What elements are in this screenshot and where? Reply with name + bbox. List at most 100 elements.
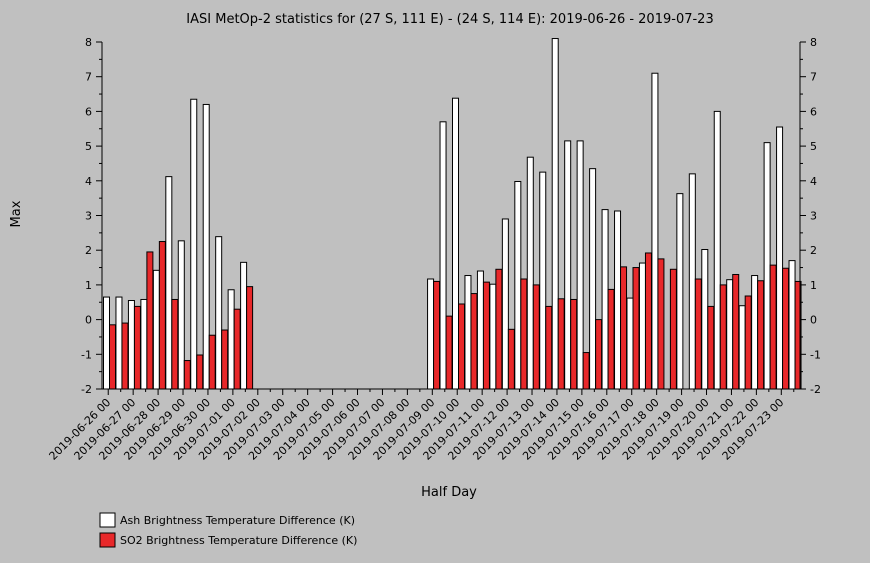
y-tick-label-left: 4 <box>85 175 92 188</box>
ash-bar-27 <box>439 121 447 390</box>
so2-bar-43 <box>644 252 652 390</box>
so2-bar-5 <box>171 298 179 390</box>
so2-bar-3 <box>146 251 154 390</box>
so2-bar-51 <box>744 295 752 390</box>
ash-bar-42 <box>626 297 634 390</box>
y-tick-label-left: 0 <box>85 314 92 327</box>
so2-bar-6 <box>183 360 191 390</box>
y-tick-label-left: 2 <box>85 244 92 257</box>
legend-swatch-so2 <box>99 532 116 548</box>
ash-bar-29 <box>464 275 472 390</box>
y-tick-label-right: 2 <box>810 244 817 257</box>
y-tick-label-right: 1 <box>810 279 817 292</box>
so2-bar-39 <box>595 319 603 390</box>
legend-label-so2: SO2 Brightness Temperature Difference (K… <box>120 534 357 547</box>
so2-bar-38 <box>582 352 590 390</box>
so2-bar-36 <box>557 298 565 390</box>
ash-bar-37 <box>564 140 572 390</box>
ash-bar-48 <box>701 249 709 390</box>
so2-bar-4 <box>158 241 166 390</box>
ash-bar-51 <box>738 305 746 390</box>
y-tick-label-right: 4 <box>810 175 817 188</box>
so2-bar-29 <box>470 293 478 390</box>
y-tick-label-left: 8 <box>85 36 92 49</box>
y-tick-label-right: 6 <box>810 105 817 118</box>
ash-bar-53 <box>763 142 771 390</box>
ash-bar-40 <box>601 209 609 390</box>
ash-bar-54 <box>776 126 784 390</box>
so2-bar-52 <box>757 280 765 390</box>
ash-bar-55 <box>788 260 796 390</box>
ash-bar-11 <box>240 261 248 390</box>
y-tick-label-right: 3 <box>810 210 817 223</box>
y-tick-label-right: -2 <box>810 383 821 396</box>
so2-bar-8 <box>208 334 216 390</box>
y-tick-label-left: 6 <box>85 105 92 118</box>
ash-bar-39 <box>589 168 597 390</box>
ash-bar-31 <box>489 283 497 390</box>
so2-bar-9 <box>221 329 229 390</box>
ash-bar-33 <box>514 180 522 390</box>
chart-title: IASI MetOp-2 statistics for (27 S, 111 E… <box>186 12 713 27</box>
so2-bar-47 <box>694 278 702 390</box>
so2-bar-37 <box>570 298 578 390</box>
y-tick-label-right: -1 <box>810 348 821 361</box>
ash-bar-28 <box>452 97 459 390</box>
y-tick-label-left: 1 <box>85 279 92 292</box>
ash-bar-8 <box>202 103 210 390</box>
ash-bar-44 <box>651 72 659 390</box>
y-tick-label-left: 7 <box>85 71 92 84</box>
legend-swatch-ash <box>99 512 116 528</box>
ash-bar-5 <box>165 176 173 390</box>
ash-bar-47 <box>688 173 696 390</box>
so2-bar-11 <box>246 286 254 390</box>
ash-bar-50 <box>726 279 734 390</box>
so2-bar-30 <box>482 281 490 390</box>
ash-bar-10 <box>227 289 235 390</box>
x-axis-label: Half Day <box>421 485 477 500</box>
so2-bar-28 <box>458 303 465 390</box>
so2-bar-35 <box>545 305 553 390</box>
ash-bar-2 <box>127 300 135 390</box>
so2-bar-42 <box>632 267 640 390</box>
legend-label-ash: Ash Brightness Temperature Difference (K… <box>120 514 355 527</box>
so2-bar-40 <box>607 288 615 390</box>
legend: Ash Brightness Temperature Difference (K… <box>99 512 357 548</box>
ash-bar-32 <box>501 218 509 390</box>
so2-bar-34 <box>532 284 540 390</box>
so2-bar-50 <box>732 273 740 390</box>
y-axis-label: Max <box>9 200 24 227</box>
so2-bar-27 <box>445 315 453 390</box>
ash-bar-6 <box>177 240 185 390</box>
y-tick-label-left: 5 <box>85 140 92 153</box>
so2-bar-1 <box>121 322 129 390</box>
y-tick-label-right: 7 <box>810 71 817 84</box>
y-tick-label-right: 8 <box>810 36 817 49</box>
so2-bar-7 <box>196 354 204 390</box>
ash-bar-30 <box>476 270 484 390</box>
so2-bar-48 <box>707 305 715 390</box>
ash-bar-38 <box>576 140 584 390</box>
ash-bar-49 <box>713 110 721 390</box>
so2-bar-45 <box>669 268 677 390</box>
ash-bar-52 <box>751 275 759 390</box>
so2-bar-31 <box>495 268 503 390</box>
so2-bar-26 <box>433 280 441 390</box>
y-tick-label-right: 0 <box>810 314 817 327</box>
so2-bar-53 <box>769 264 777 390</box>
ash-bar-46 <box>676 193 684 390</box>
y-tick-label-left: -2 <box>81 383 92 396</box>
ash-bar-34 <box>526 156 534 390</box>
so2-bar-33 <box>520 278 528 390</box>
so2-bar-49 <box>719 284 727 390</box>
so2-bar-32 <box>507 328 515 390</box>
ash-bar-36 <box>551 38 559 390</box>
ash-bar-0 <box>103 296 110 390</box>
so2-bar-0 <box>109 324 116 390</box>
y-tick-label-right: 5 <box>810 140 817 153</box>
ash-bar-7 <box>190 98 198 390</box>
ash-bar-3 <box>140 298 148 390</box>
y-tick-label-left: -1 <box>81 348 92 361</box>
so2-bar-54 <box>782 267 790 390</box>
